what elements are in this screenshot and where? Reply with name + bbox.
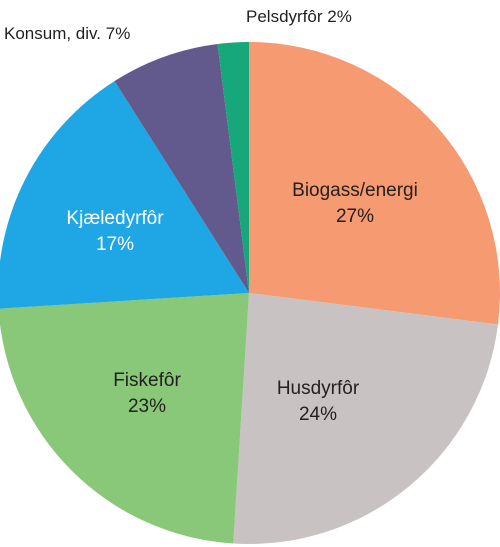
slice-value-fiskef-r: 23%	[128, 396, 166, 417]
slice-value-kj-ledyrf-r: 17%	[96, 234, 134, 255]
pie-slice-fiskef-r	[0, 293, 249, 544]
slice-label-biogass-energi: Biogass/energi	[292, 180, 418, 201]
slice-value-husdyrf-r: 24%	[299, 404, 337, 425]
pie-slice-husdyrf-r	[233, 293, 499, 544]
pie-slice-pelsdyrf-r	[217, 42, 249, 293]
slice-label-kj-ledyrf-r: Kjæledyrfôr	[66, 208, 164, 229]
pie-labels: Biogass/energi 27% Husdyrfôr 24% Fiskefôr 23%…	[4, 7, 418, 425]
slice-value-biogass-energi: 27%	[336, 206, 374, 227]
slice-name-pelsdyrf-r: Pelsdyrfôr	[246, 7, 323, 26]
slice-label-pelsdyrf-r: Pelsdyrfôr 2%	[246, 7, 352, 26]
slice-label-konsum-div: Konsum, div. 7%	[4, 24, 130, 43]
pie-slice-biogass-energi	[249, 42, 500, 325]
slice-label-fiskef-r: Fiskefôr	[113, 370, 181, 391]
pie-slices	[0, 42, 500, 544]
slice-name-konsum-div: Konsum, div.	[4, 24, 101, 43]
slice-label-husdyrf-r: Husdyrfôr	[277, 378, 360, 399]
slice-value-konsum-div: 7%	[106, 24, 131, 43]
slice-value-pelsdyrf-r: 2%	[327, 7, 352, 26]
pie-slice-kj-ledyrf-r	[0, 81, 249, 309]
pie-slice-konsum-div	[114, 43, 249, 294]
